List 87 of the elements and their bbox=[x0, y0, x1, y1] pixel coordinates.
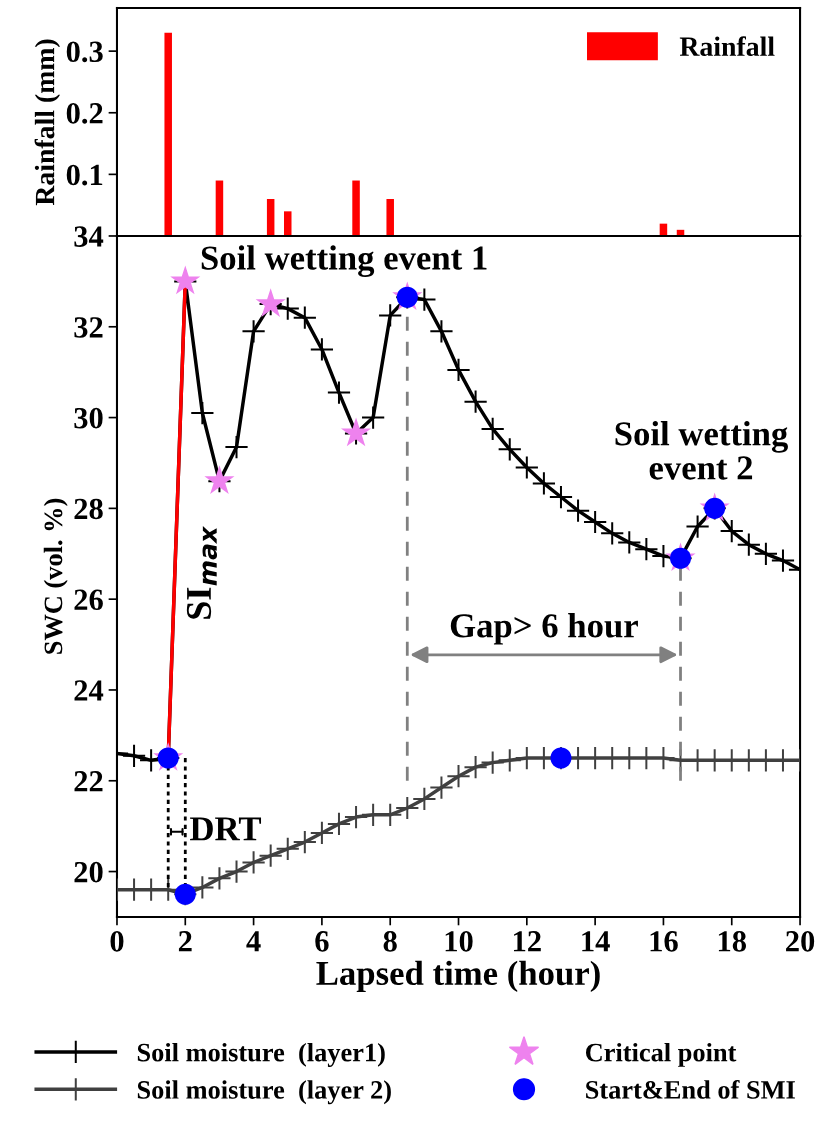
point bbox=[498, 749, 521, 772]
point bbox=[204, 465, 235, 494]
annotation: Gap> 6 hour bbox=[450, 613, 638, 645]
point bbox=[720, 519, 743, 543]
legend-label: Rainfall bbox=[679, 36, 775, 57]
y-tick-label: 28 bbox=[74, 498, 103, 520]
point bbox=[310, 821, 334, 845]
point bbox=[191, 401, 214, 425]
point bbox=[293, 830, 316, 854]
point bbox=[362, 406, 385, 429]
point bbox=[481, 751, 504, 774]
point bbox=[464, 390, 487, 413]
y-tick-label: 32 bbox=[74, 317, 103, 338]
x-tick-label: 16 bbox=[650, 931, 678, 952]
point bbox=[327, 812, 351, 835]
point bbox=[242, 320, 265, 343]
point bbox=[618, 531, 641, 554]
x-tick-label: 18 bbox=[718, 931, 747, 952]
annotation: DRT bbox=[190, 817, 262, 841]
y-tick-label: 34 bbox=[74, 226, 104, 247]
point bbox=[276, 297, 299, 320]
x-tick-label: 4 bbox=[246, 931, 261, 952]
bar bbox=[164, 32, 172, 236]
annotation: Soil wetting event 2 bbox=[615, 421, 788, 480]
point bbox=[293, 306, 316, 329]
point bbox=[396, 796, 419, 820]
point bbox=[242, 851, 265, 874]
y-tick-label: 24 bbox=[74, 680, 104, 701]
x-tick-label: 0 bbox=[110, 931, 124, 952]
point bbox=[208, 867, 231, 890]
y-axis-title: SWC (vol. %) bbox=[43, 498, 68, 654]
y-axis-title: Rainfall (mm) bbox=[34, 39, 61, 206]
point bbox=[447, 765, 470, 788]
y-tick-label: 26 bbox=[74, 589, 103, 611]
point bbox=[413, 787, 436, 811]
point bbox=[601, 522, 624, 545]
point bbox=[549, 485, 573, 509]
point bbox=[754, 542, 778, 565]
point bbox=[464, 756, 487, 779]
x-tick-label: 20 bbox=[786, 931, 815, 952]
annotation: Soil wetting event 1 bbox=[201, 245, 487, 278]
bar bbox=[352, 180, 360, 236]
point bbox=[122, 744, 146, 767]
y-tick-label: 20 bbox=[74, 861, 103, 883]
y-tick-label: 0.1 bbox=[66, 164, 103, 186]
point bbox=[225, 435, 248, 459]
legend-label: Critical point bbox=[585, 1042, 737, 1067]
annotation: SI$_{max}$ bbox=[186, 525, 218, 619]
x-tick-label: 2 bbox=[178, 931, 192, 952]
legend-label: Soil moisture (layer1) bbox=[137, 1042, 385, 1067]
point bbox=[532, 472, 556, 495]
point bbox=[225, 860, 248, 883]
x-axis-title: Lapsed time (hour) bbox=[316, 960, 600, 993]
bar bbox=[215, 180, 224, 236]
point bbox=[566, 499, 590, 522]
point bbox=[635, 538, 658, 561]
point bbox=[498, 438, 521, 461]
point bbox=[481, 417, 504, 441]
x-tick-label: 12 bbox=[513, 931, 541, 952]
y-tick-label: 0.2 bbox=[66, 103, 103, 124]
legend-label: Start&End of SMI bbox=[586, 1079, 795, 1099]
point bbox=[259, 844, 282, 867]
point bbox=[686, 515, 709, 538]
point bbox=[276, 837, 299, 860]
bar bbox=[266, 199, 275, 236]
point bbox=[447, 358, 470, 382]
x-tick-label: 6 bbox=[315, 931, 329, 952]
x-tick-label: 14 bbox=[582, 931, 610, 952]
bar bbox=[386, 199, 394, 236]
point bbox=[515, 456, 538, 479]
point bbox=[327, 381, 351, 404]
point bbox=[344, 805, 368, 829]
point bbox=[584, 510, 607, 534]
bar bbox=[283, 211, 292, 236]
point bbox=[379, 304, 402, 327]
y-tick-label: 22 bbox=[74, 771, 103, 792]
point bbox=[191, 876, 214, 899]
point bbox=[430, 320, 453, 343]
point bbox=[430, 776, 453, 799]
point bbox=[771, 549, 795, 572]
point bbox=[737, 533, 760, 556]
y-tick-label: 30 bbox=[74, 407, 103, 429]
x-tick-label: 8 bbox=[383, 931, 397, 952]
x-tick-label: 10 bbox=[445, 931, 473, 952]
y-tick-label: 0.3 bbox=[66, 41, 103, 63]
point bbox=[310, 338, 334, 361]
legend-label: Soil moisture (layer 2) bbox=[137, 1080, 391, 1105]
